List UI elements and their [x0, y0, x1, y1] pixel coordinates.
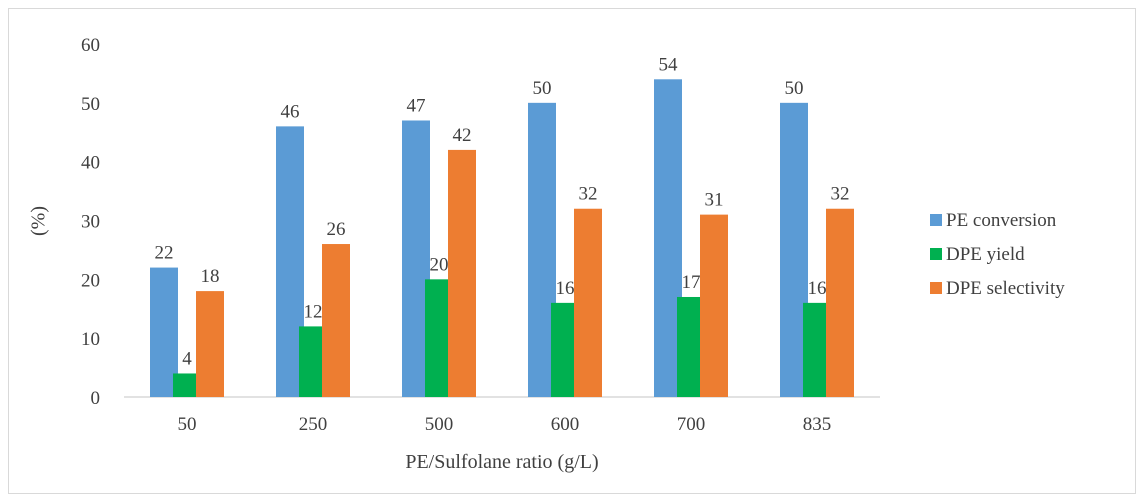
data-label: 32 — [831, 184, 850, 205]
legend-item: DPE yield — [930, 244, 1025, 265]
y-axis-ticks: 0 10 20 30 40 50 60 — [81, 35, 100, 409]
data-label: 42 — [453, 125, 472, 146]
x-tick-label: 835 — [803, 414, 832, 435]
y-tick-label: 50 — [81, 94, 100, 115]
data-label: 16 — [556, 278, 575, 299]
legend-label: DPE selectivity — [946, 278, 1065, 299]
bar-dpe-selectivity-500 — [448, 149, 476, 397]
category-group-500: 47 20 42 — [402, 95, 476, 397]
bar-dpe-selectivity-600 — [574, 208, 602, 397]
y-tick-label: 20 — [81, 270, 100, 291]
bars-group: 22 4 18 46 12 26 47 20 42 50 16 32 54 17 31 50 16 32 — [150, 54, 854, 398]
bar-dpe-selectivity-250 — [322, 244, 350, 397]
category-group-250: 46 12 26 — [276, 101, 350, 397]
category-group-50: 22 4 18 — [150, 243, 224, 397]
data-label: 20 — [430, 254, 449, 275]
y-tick-label: 0 — [91, 388, 101, 409]
data-label: 47 — [407, 95, 426, 116]
y-tick-label: 60 — [81, 35, 100, 56]
y-tick-label: 40 — [81, 153, 100, 174]
legend: PE conversion DPE yield DPE selectivity — [930, 210, 1065, 299]
x-tick-label: 250 — [299, 414, 328, 435]
data-label: 17 — [682, 272, 701, 293]
data-label: 50 — [533, 78, 552, 99]
category-group-835: 50 16 32 — [780, 78, 854, 397]
bar-dpe-selectivity-50 — [196, 291, 224, 397]
x-tick-label: 600 — [551, 414, 580, 435]
data-label: 12 — [304, 301, 323, 322]
data-label: 22 — [155, 243, 174, 264]
x-axis-ticks: 50 250 500 600 700 835 — [178, 414, 832, 435]
x-tick-label: 700 — [677, 414, 706, 435]
x-tick-label: 500 — [425, 414, 454, 435]
y-tick-label: 30 — [81, 212, 100, 233]
data-label: 26 — [327, 219, 346, 240]
data-label: 16 — [808, 278, 827, 299]
data-label: 46 — [281, 101, 300, 122]
legend-label: DPE yield — [946, 244, 1025, 265]
chart-frame — [8, 8, 1136, 494]
x-axis-title: PE/Sulfolane ratio (g/L) — [405, 451, 598, 473]
y-tick-label: 10 — [81, 329, 100, 350]
data-label: 4 — [182, 348, 192, 369]
category-group-700: 54 17 31 — [654, 54, 728, 398]
data-label: 18 — [201, 266, 220, 287]
legend-swatch — [930, 214, 942, 226]
data-label: 54 — [659, 54, 679, 75]
legend-swatch — [930, 282, 942, 294]
data-label: 32 — [579, 184, 598, 205]
x-tick-label: 50 — [178, 414, 197, 435]
bar-dpe-selectivity-835 — [826, 208, 854, 397]
legend-swatch — [930, 248, 942, 260]
legend-label: PE conversion — [946, 210, 1057, 231]
legend-item: DPE selectivity — [930, 278, 1065, 299]
data-label: 50 — [785, 78, 804, 99]
bar-dpe-selectivity-700 — [700, 214, 728, 397]
legend-item: PE conversion — [930, 210, 1057, 231]
data-label: 31 — [705, 190, 724, 211]
y-axis-title: (%) — [28, 206, 50, 236]
category-group-600: 50 16 32 — [528, 78, 602, 397]
bar-dpe-yield-50 — [173, 373, 201, 397]
